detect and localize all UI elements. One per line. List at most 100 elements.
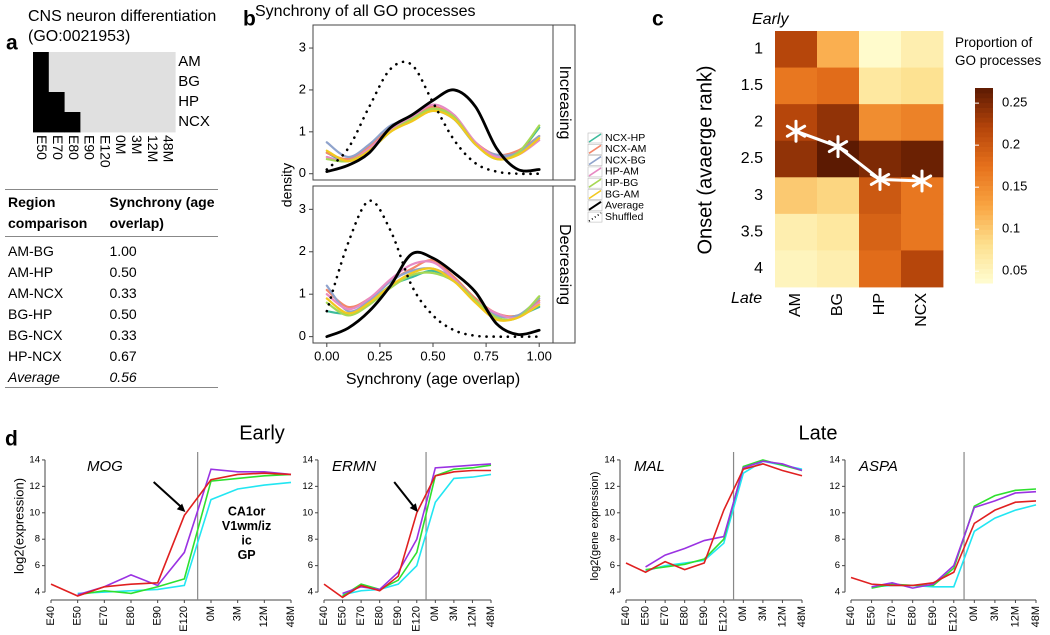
row-label: 2: [754, 114, 763, 131]
table-cell: AM-NCX: [8, 284, 64, 301]
group-label: Early: [239, 422, 285, 444]
y-tick-label: 12: [29, 481, 40, 492]
heat-cell: [775, 213, 818, 251]
column-label: BG: [829, 293, 846, 316]
column-label: AM: [787, 293, 804, 317]
row-label: BG: [178, 73, 200, 90]
grid-cell: [33, 112, 50, 133]
legend-swatch: [588, 189, 602, 200]
asterisk-marker: [869, 167, 891, 191]
x-tick-label: 0.25: [367, 348, 392, 363]
table-cell: BG-NCX: [8, 326, 63, 343]
colorbar-step: [975, 151, 993, 157]
colorbar-step: [975, 229, 993, 235]
y-tick-label: 0: [299, 165, 306, 180]
table-row: BG-NCX 0.33: [5, 324, 218, 345]
grid-cell: [159, 52, 176, 73]
x-tick-label: 1.00: [527, 348, 552, 363]
row-label: HP: [178, 93, 199, 110]
asterisk-marker: [911, 169, 933, 193]
y-tick-label: 2: [299, 243, 306, 258]
legend-label: HP-AM: [605, 166, 639, 178]
heat-cell: [859, 213, 902, 251]
colorbar-step: [975, 278, 993, 284]
table-cell: BG-HP: [8, 305, 53, 322]
x-tick-label: E70: [98, 606, 110, 626]
colorbar-tick-label: 0.25: [1002, 95, 1027, 110]
arrow-shaft: [152, 481, 184, 509]
colorbar-step: [975, 88, 993, 94]
y-tick-label: 8: [35, 534, 40, 545]
x-tick-label: E90: [152, 606, 164, 626]
table-cell: Average: [8, 368, 60, 385]
annotation: Early: [752, 11, 789, 28]
legend-label: HP-BG: [605, 177, 638, 189]
colorbar-step: [975, 180, 993, 186]
y-tick-label: 14: [29, 454, 40, 465]
grid-cell: [48, 72, 65, 93]
row-label: 2.5: [741, 150, 763, 167]
column-label: E50: [34, 135, 50, 160]
y-tick-label: 6: [308, 560, 313, 571]
x-tick-label: 12M: [466, 606, 478, 627]
colorbar-step: [975, 161, 993, 167]
arrow-head: [176, 503, 186, 512]
colorbar-tick-label: 0.15: [1002, 179, 1027, 194]
x-tick-label: E120: [178, 606, 190, 632]
table-cell: HP-NCX: [8, 347, 62, 364]
y-tick-label: 6: [35, 560, 40, 571]
panel-label: b: [243, 8, 256, 31]
expression-line: [850, 500, 1037, 587]
x-tick-label: 48M: [1030, 606, 1042, 627]
y-tick-label: 4: [835, 587, 840, 598]
colorbar-step: [975, 214, 993, 221]
colorbar-step: [975, 92, 993, 99]
x-tick-label: 0M: [737, 606, 749, 621]
density-line: [325, 271, 541, 322]
series-group: [325, 199, 541, 339]
x-tick-label: E50: [336, 606, 348, 626]
gene-title: MOG: [87, 458, 123, 475]
heat-cell: [775, 31, 818, 68]
x-tick-label: E120: [718, 606, 730, 632]
legend-label: NCX-BG: [605, 154, 646, 166]
legend-label: V1wm/iz: [222, 519, 271, 533]
colorbar-step: [975, 258, 993, 264]
grid-cell: [159, 72, 176, 93]
table-cell: AM-HP: [8, 263, 54, 280]
panel-label: c: [652, 8, 664, 31]
grid-cell: [112, 92, 129, 113]
group-label: Late: [799, 422, 838, 444]
table-row: AM-BG 1.00: [5, 237, 218, 262]
y-tick-label: 8: [610, 534, 615, 545]
row-label: AM: [178, 53, 201, 70]
y-axis-label: density: [279, 163, 295, 207]
colorbar-step: [975, 136, 993, 143]
annotation: Late: [731, 290, 762, 307]
heat-cell: [817, 213, 860, 251]
x-tick-label: E80: [907, 606, 919, 626]
panel-label: d: [5, 428, 18, 451]
colorbar-step: [975, 185, 993, 191]
y-tick-label: 8: [835, 534, 840, 545]
y-tick-label: 0: [299, 328, 306, 343]
heat-cell: [775, 140, 818, 178]
arrow-head: [409, 503, 418, 512]
heat-cell: [817, 104, 860, 142]
y-tick-label: 6: [835, 560, 840, 571]
colorbar-step: [975, 234, 993, 240]
series-group: [325, 60, 541, 176]
colorbar-step: [975, 200, 993, 206]
grid-cell: [96, 52, 113, 73]
expression-line: [342, 463, 492, 595]
expression-line: [625, 463, 803, 574]
grid-cell: [112, 112, 129, 133]
x-tick-label: 12M: [776, 606, 788, 627]
x-tick-label: E90: [927, 606, 939, 626]
colorbar-step: [975, 102, 993, 108]
heat-cell: [817, 31, 860, 68]
heat-cell: [901, 67, 944, 105]
column-label: 48M: [161, 135, 177, 162]
grid-cell: [80, 52, 97, 73]
